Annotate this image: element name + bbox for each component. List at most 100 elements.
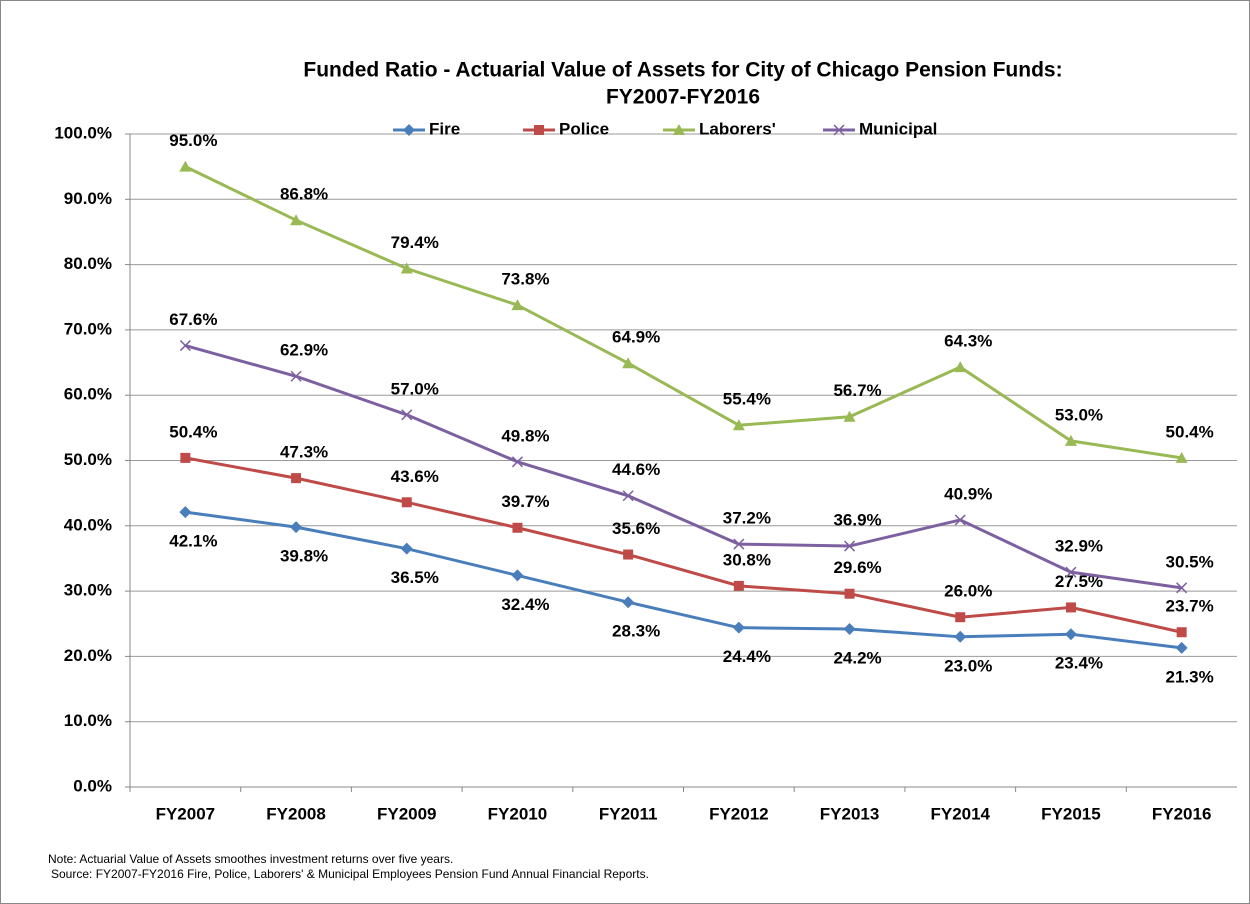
data-label: 47.3% bbox=[280, 443, 328, 462]
data-label: 26.0% bbox=[944, 582, 992, 601]
marker bbox=[844, 588, 855, 599]
marker bbox=[1065, 566, 1077, 578]
data-label: 35.6% bbox=[612, 519, 660, 538]
marker bbox=[622, 357, 635, 369]
data-label: 55.4% bbox=[723, 390, 771, 409]
marker bbox=[673, 124, 685, 135]
marker bbox=[732, 621, 745, 634]
legend-label: Municipal bbox=[859, 119, 937, 138]
data-label: 73.8% bbox=[501, 270, 549, 289]
marker bbox=[400, 542, 413, 555]
marker bbox=[403, 124, 415, 136]
data-label: 44.6% bbox=[612, 460, 660, 479]
marker bbox=[1064, 628, 1077, 641]
x-tick-label: FY2011 bbox=[599, 804, 658, 823]
y-tick-label: 30.0% bbox=[64, 581, 112, 600]
data-label: 67.6% bbox=[169, 310, 217, 329]
marker bbox=[1175, 451, 1188, 463]
chart-title: Funded Ratio - Actuarial Value of Assets… bbox=[303, 59, 1062, 82]
marker bbox=[843, 622, 856, 635]
legend-label: Laborers' bbox=[699, 119, 776, 138]
y-tick-label: 50.0% bbox=[64, 450, 112, 469]
y-tick-label: 60.0% bbox=[64, 385, 112, 404]
marker bbox=[844, 540, 856, 552]
chart-subtitle: FY2007-FY2016 bbox=[606, 86, 760, 109]
marker bbox=[954, 514, 966, 526]
y-tick-label: 80.0% bbox=[64, 254, 112, 273]
x-tick-label: FY2016 bbox=[1152, 804, 1212, 823]
marker bbox=[401, 497, 412, 508]
x-tick-label: FY2015 bbox=[1041, 804, 1101, 823]
data-label: 64.9% bbox=[612, 328, 660, 347]
data-label: 36.9% bbox=[833, 511, 881, 530]
data-label: 64.3% bbox=[944, 332, 992, 351]
note: Note: Actuarial Value of Assets smoothes… bbox=[48, 852, 453, 866]
marker bbox=[623, 549, 634, 560]
data-label: 50.4% bbox=[1166, 422, 1214, 441]
marker bbox=[511, 456, 523, 468]
marker bbox=[179, 506, 192, 519]
marker bbox=[511, 569, 524, 582]
data-label: 79.4% bbox=[391, 233, 439, 252]
marker bbox=[534, 125, 544, 135]
x-tick-label: FY2007 bbox=[156, 804, 216, 823]
x-tick-label: FY2013 bbox=[820, 804, 880, 823]
marker bbox=[1176, 582, 1188, 594]
data-label: 43.6% bbox=[391, 467, 439, 486]
marker bbox=[843, 410, 856, 422]
marker bbox=[511, 299, 524, 311]
marker bbox=[833, 124, 845, 136]
y-tick-label: 0.0% bbox=[73, 776, 112, 795]
data-label: 42.1% bbox=[169, 532, 217, 551]
marker bbox=[733, 538, 745, 550]
data-label: 53.0% bbox=[1055, 405, 1103, 424]
x-tick-label: FY2010 bbox=[488, 804, 548, 823]
series-line bbox=[185, 510, 1182, 650]
marker bbox=[290, 521, 303, 534]
series-line bbox=[185, 456, 1182, 634]
marker bbox=[954, 361, 967, 373]
x-tick-label: FY2012 bbox=[709, 804, 769, 823]
marker bbox=[955, 612, 966, 623]
marker bbox=[512, 522, 523, 533]
series-line bbox=[184, 344, 1182, 590]
y-tick-label: 10.0% bbox=[64, 711, 112, 730]
source: Source: FY2007-FY2016 Fire, Police, Labo… bbox=[51, 867, 649, 881]
marker bbox=[1064, 434, 1077, 446]
data-label: 57.0% bbox=[391, 379, 439, 398]
data-label: 95.0% bbox=[169, 131, 217, 150]
y-tick-label: 90.0% bbox=[64, 189, 112, 208]
marker bbox=[291, 473, 302, 484]
y-tick-label: 40.0% bbox=[64, 515, 112, 534]
data-label: 36.5% bbox=[391, 568, 439, 587]
data-label: 39.8% bbox=[280, 547, 328, 566]
data-label: 30.8% bbox=[723, 550, 771, 569]
marker bbox=[733, 580, 744, 591]
data-label: 29.6% bbox=[833, 558, 881, 577]
marker bbox=[622, 490, 634, 502]
marker bbox=[290, 214, 303, 226]
marker bbox=[290, 370, 302, 382]
data-label: 28.3% bbox=[612, 622, 660, 641]
data-label: 23.0% bbox=[944, 656, 992, 675]
data-label: 24.2% bbox=[833, 648, 881, 667]
legend-label: Police bbox=[559, 119, 609, 138]
data-label: 40.9% bbox=[944, 484, 992, 503]
y-tick-label: 20.0% bbox=[64, 646, 112, 665]
marker bbox=[400, 262, 413, 274]
marker bbox=[622, 596, 635, 609]
data-label: 50.4% bbox=[169, 422, 217, 441]
marker bbox=[1176, 627, 1187, 638]
marker bbox=[179, 160, 192, 172]
y-tick-label: 100.0% bbox=[54, 123, 112, 142]
data-label: 30.5% bbox=[1166, 552, 1214, 571]
data-label: 86.8% bbox=[280, 185, 328, 204]
data-label: 39.7% bbox=[501, 492, 549, 511]
data-label: 49.8% bbox=[501, 426, 549, 445]
marker bbox=[1175, 641, 1188, 654]
series-line bbox=[184, 165, 1182, 460]
y-tick-label: 70.0% bbox=[64, 319, 112, 338]
